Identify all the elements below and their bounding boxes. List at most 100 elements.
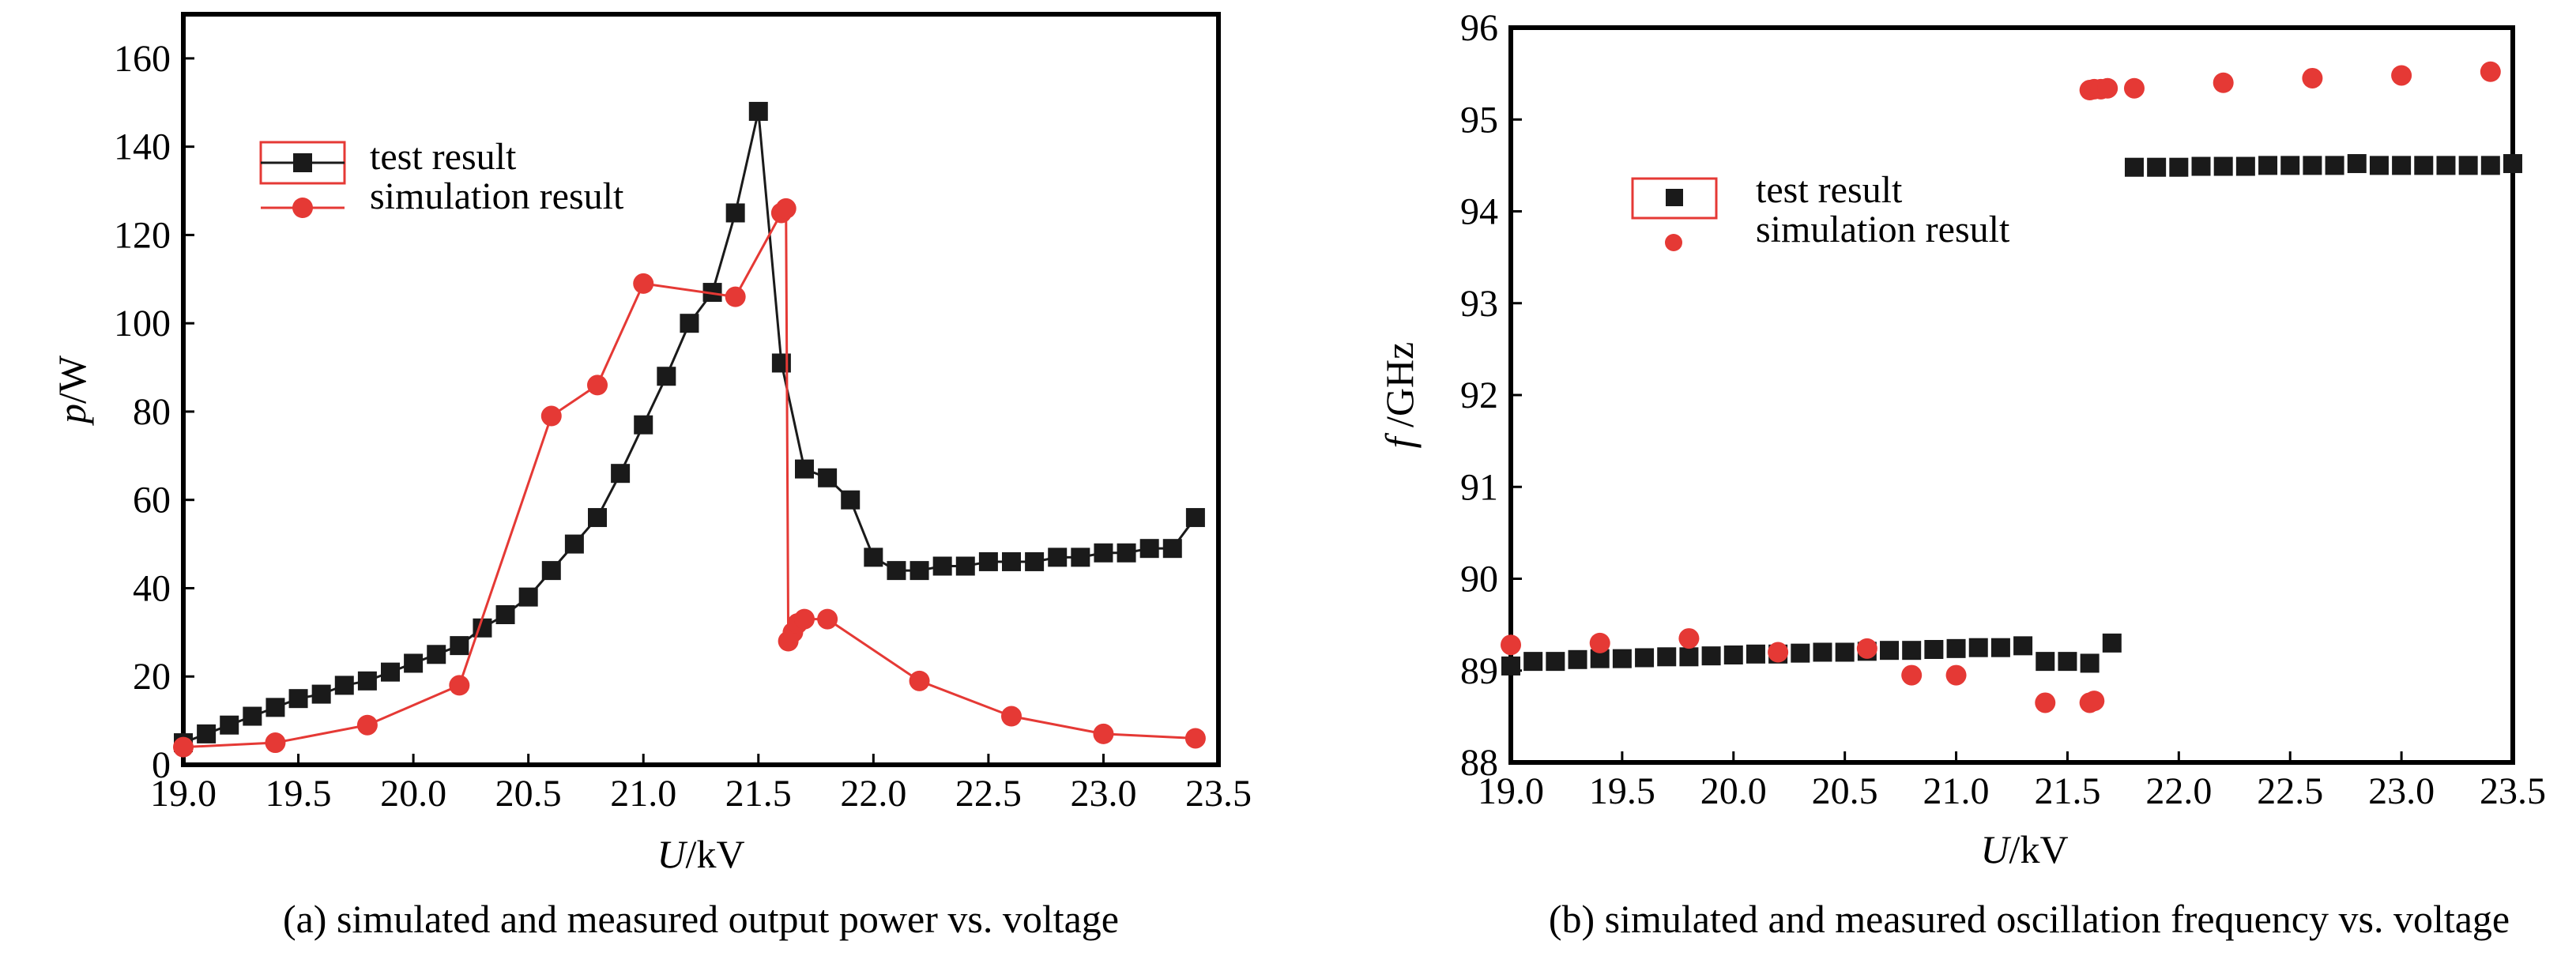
panel-a-test-point bbox=[818, 468, 838, 487]
panel-a-test-point bbox=[725, 203, 745, 223]
panel-b-test-point bbox=[1612, 649, 1632, 668]
panel-a-test-point bbox=[495, 605, 515, 624]
panel-a-test-point bbox=[1139, 539, 1159, 559]
panel-a-x-axis-unit: /kV bbox=[686, 832, 745, 876]
panel-b-sim-point bbox=[1501, 634, 1521, 656]
panel-a-test-point bbox=[1185, 508, 1205, 528]
panel-b-test-point bbox=[2480, 156, 2500, 175]
panel-a-x-tick-label: 19.0 bbox=[150, 773, 217, 815]
panel-a-sim-point bbox=[587, 374, 608, 396]
panel-b-sim-point bbox=[2123, 77, 2145, 99]
panel-a-x-axis-title: U/kV bbox=[657, 832, 744, 876]
panel-a-test-point bbox=[887, 561, 906, 581]
panel-b-sim-point bbox=[2302, 67, 2323, 88]
panel-b-test-point bbox=[1657, 647, 1677, 667]
panel-b-sim-point bbox=[2097, 77, 2118, 99]
panel-a-sim-point bbox=[265, 732, 286, 754]
panel-b-x-axis-var: U bbox=[1980, 827, 2011, 871]
panel-a-sim-point bbox=[449, 675, 470, 696]
panel-a-test-point bbox=[1048, 548, 1068, 567]
panel-b-test-point bbox=[1946, 638, 1966, 658]
panel-a-test-point bbox=[1025, 551, 1045, 571]
panel-b-test-point bbox=[1723, 645, 1743, 664]
panel-b-sim-point bbox=[1901, 664, 1923, 686]
panel-a-test-point bbox=[518, 587, 538, 607]
panel-a-test-point bbox=[334, 676, 354, 695]
panel-a-test-point bbox=[795, 459, 814, 479]
panel-a-test-point bbox=[634, 415, 653, 435]
panel-a-sim-point bbox=[817, 608, 838, 630]
panel-b-test-point bbox=[1635, 648, 1655, 668]
panel-b-test-point bbox=[2124, 157, 2144, 177]
panel-b-y-axis-title: f /GHz bbox=[1377, 342, 1422, 449]
panel-b-test-point bbox=[2458, 156, 2478, 175]
panel-b-sim-point bbox=[1589, 632, 1610, 653]
panel-a-test-point bbox=[220, 715, 239, 735]
panel-a-test-point bbox=[197, 724, 217, 743]
panel-b-x-tick-label: 21.0 bbox=[1923, 770, 1990, 812]
panel-b-y-tick-label: 95 bbox=[1460, 99, 1498, 141]
panel-b-y-tick-label: 91 bbox=[1460, 466, 1498, 508]
panel-b-test-point bbox=[1746, 644, 1765, 664]
panel-b-test-point bbox=[1813, 642, 1832, 662]
panel-a-sim-point bbox=[775, 198, 797, 219]
panel-b-test-point bbox=[2080, 653, 2100, 673]
panel-b-test-point bbox=[2414, 156, 2434, 175]
panel-a-test-point bbox=[680, 314, 699, 333]
panel-a-test-point bbox=[1162, 539, 1182, 559]
panel-b-x-tick-label: 19.5 bbox=[1589, 770, 1655, 812]
panel-a-test-point bbox=[657, 367, 676, 386]
panel-b-y-tick-label: 94 bbox=[1460, 191, 1498, 233]
panel-b-test-point bbox=[2392, 156, 2412, 175]
panel-a-test-point bbox=[748, 101, 768, 121]
panel-b-test-point bbox=[2169, 157, 2189, 177]
panel-b-test-point bbox=[2013, 636, 2033, 656]
panel-b-x-axis-title: U/kV bbox=[1980, 827, 2068, 871]
panel-b-test-point bbox=[1679, 647, 1699, 667]
panel-b-caption: (b) simulated and measured oscillation f… bbox=[1549, 897, 2510, 941]
panel-a-x-tick-label: 21.0 bbox=[610, 773, 676, 815]
panel-a-test-point bbox=[1094, 543, 1113, 563]
panel-a-plot-frame bbox=[181, 12, 1221, 767]
panel-a-test-point bbox=[357, 671, 377, 691]
panel-b-x-tick-label: 21.5 bbox=[2034, 770, 2100, 812]
panel-a-output-power: 19.0 19.5 20.0 20.5 21.0 21.5 22.0 22.5 23.0 23.5… bbox=[50, 12, 1252, 941]
panel-a-test-point bbox=[288, 689, 308, 709]
panel-b-x-tick-label: 20.0 bbox=[1700, 770, 1767, 812]
panel-b-sim-point bbox=[2213, 72, 2234, 93]
panel-b-test-point bbox=[2147, 157, 2167, 177]
panel-b-test-point bbox=[1902, 641, 1922, 661]
panel-b-test-point bbox=[1835, 642, 1855, 662]
panel-b-y-tick-label: 96 bbox=[1460, 7, 1498, 49]
panel-a-test-point bbox=[841, 490, 861, 510]
panel-b-test-point bbox=[1990, 638, 2010, 657]
panel-a-y-tick-label: 20 bbox=[133, 656, 171, 698]
panel-a-y-tick-label: 60 bbox=[133, 480, 171, 521]
panel-a-test-point bbox=[910, 561, 929, 581]
panel-a-sim-point bbox=[794, 608, 815, 630]
panel-b-test-point bbox=[1701, 646, 1721, 666]
panel-b-test-point bbox=[2436, 156, 2456, 175]
panel-a-test-point bbox=[381, 662, 400, 682]
panel-a-test-point bbox=[541, 561, 561, 581]
panel-a-x-tick-label: 23.5 bbox=[1185, 773, 1252, 815]
panel-b-legend-sim-marker bbox=[1665, 234, 1682, 251]
panel-b-test-point bbox=[1568, 649, 1587, 669]
panel-a-sim-point bbox=[173, 736, 194, 758]
panel-a-sim-point bbox=[725, 286, 746, 307]
panel-b-test-point bbox=[2058, 652, 2077, 672]
panel-b-legend-test-marker bbox=[1666, 189, 1683, 206]
panel-a-sim-series-line bbox=[183, 205, 1196, 749]
panel-b-legend-test-label: test result bbox=[1756, 169, 1903, 211]
panel-a-y-tick-label: 120 bbox=[114, 214, 171, 256]
panel-b-test-point bbox=[2325, 156, 2344, 175]
panel-b-oscillation-frequency: 19.0 19.5 20.0 20.5 21.0 21.5 22.0 22.5 23.0 23.5… bbox=[1377, 7, 2546, 941]
panel-b-sim-point bbox=[1945, 664, 1967, 686]
panel-b-test-point bbox=[2347, 154, 2367, 174]
panel-b-x-tick-label: 19.0 bbox=[1478, 770, 1544, 812]
panel-a-sim-point bbox=[909, 670, 930, 691]
panel-a-legend: test result simulation result bbox=[259, 136, 624, 218]
panel-a-test-point bbox=[564, 534, 584, 554]
panel-b-test-point bbox=[2036, 652, 2055, 672]
